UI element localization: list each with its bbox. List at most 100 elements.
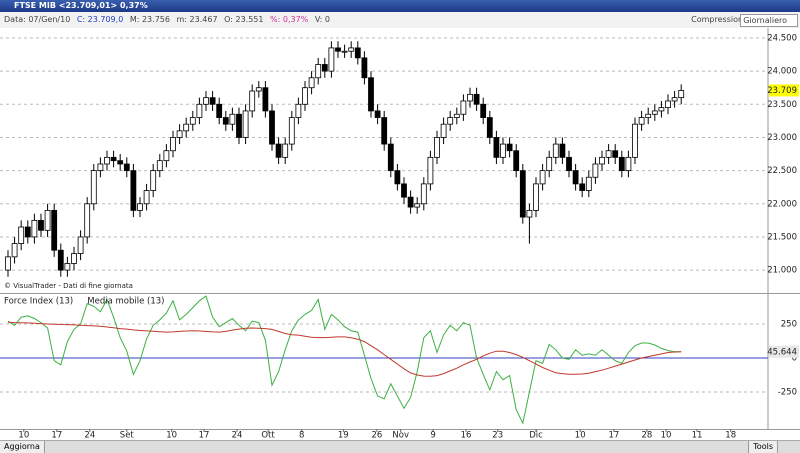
legend-entry: Force Index (13) — [4, 297, 73, 307]
x-tick-label: 8 — [299, 431, 304, 441]
plot-frame — [0, 28, 800, 440]
candle-body — [387, 143, 394, 172]
candle-body — [150, 170, 157, 191]
x-tick-label: 17 — [199, 431, 210, 441]
candle-body — [665, 100, 671, 109]
x-tick-label: 9 — [430, 431, 435, 441]
candle-body — [170, 137, 176, 152]
candle-body — [123, 163, 130, 172]
candle-body — [110, 156, 117, 162]
candle-body — [374, 110, 381, 118]
refresh-button[interactable]: Aggiorna — [0, 441, 45, 453]
candle-body — [269, 110, 275, 145]
candle-body — [5, 256, 11, 271]
chart: 21.000 21.500 22.000 22.500 23.000 23.500 24.0… — [0, 28, 800, 440]
current-value-label: 23.709 — [767, 86, 797, 96]
tools-button[interactable]: Tools — [748, 441, 778, 453]
x-tick-label: 10 — [661, 431, 672, 441]
info-date: Data: 07/Gen/10 — [4, 15, 71, 24]
candle-body — [632, 123, 638, 158]
candle-body — [526, 210, 533, 218]
y-tick-label: 0 — [792, 353, 797, 363]
info-open: O: 23.551 — [224, 15, 264, 24]
candle-body — [645, 113, 652, 118]
candle-body — [183, 123, 190, 132]
x-tick-label: 11 — [692, 431, 703, 441]
x-tick-label: 18 — [725, 431, 736, 441]
x-tick-label: Dic — [529, 431, 543, 441]
info-pct: %: 0,37% — [270, 15, 309, 24]
candle-body — [506, 143, 513, 152]
candle-body — [493, 137, 500, 158]
candle-body — [348, 47, 355, 52]
candle-body — [156, 160, 163, 172]
candle-body — [24, 226, 31, 238]
candle-body — [222, 117, 229, 125]
candle-body — [249, 90, 256, 112]
candle-body — [18, 226, 25, 244]
y-tick-label: 250 — [781, 319, 797, 329]
candle-body — [302, 87, 308, 105]
x-tick-label: 23 — [492, 431, 503, 441]
candle-body — [44, 210, 51, 231]
compression-label: Compressione — [691, 15, 748, 24]
candle-body — [229, 113, 236, 125]
candle-body — [321, 64, 328, 72]
y-tick-label: 21.000 — [767, 266, 797, 276]
candle-body — [117, 160, 124, 165]
candle-body — [434, 137, 440, 158]
y-tick-label: 23.500 — [767, 100, 797, 110]
candle-body — [480, 103, 487, 118]
x-tick-label: Nov — [392, 431, 409, 441]
window-title: FTSE MIB <23.709,01> 0,37% — [14, 1, 148, 10]
candle-body — [381, 117, 388, 145]
compression-select[interactable]: Giornaliero — [740, 14, 798, 27]
info-min: m: 23.467 — [176, 15, 218, 24]
candle-body — [31, 219, 38, 238]
info-vol: V: 0 — [314, 15, 330, 24]
x-tick-label: Ott — [261, 431, 275, 441]
x-tick-label: 26 — [372, 431, 383, 441]
y-tick-label: 22.000 — [767, 199, 797, 209]
candle-body — [585, 176, 592, 191]
candle-body — [599, 156, 605, 165]
candle-body — [414, 203, 421, 208]
candle-body — [196, 103, 203, 118]
candle-body — [440, 123, 447, 138]
candle-body — [579, 183, 586, 191]
candle-body — [77, 236, 84, 254]
series-line — [7, 321, 682, 377]
y-tick-label: 24.500 — [767, 33, 797, 43]
footer-bar: Aggiorna Tools — [0, 440, 800, 453]
x-tick-label: 17 — [608, 431, 619, 441]
y-tick-label: 24.000 — [767, 67, 797, 77]
candle-body — [288, 117, 295, 145]
candle-body — [546, 156, 553, 172]
candle-body — [447, 117, 454, 125]
candle-body — [572, 170, 579, 185]
candle-body — [137, 203, 143, 211]
candle-body — [401, 183, 407, 198]
x-tick-label: 24 — [84, 431, 95, 441]
x-tick-label: Set — [120, 431, 135, 441]
x-tick-label: 16 — [461, 431, 472, 441]
candle-body — [467, 93, 473, 102]
candle-body — [104, 156, 110, 165]
candle-body — [638, 117, 645, 125]
candle-body — [420, 183, 427, 205]
candle-body — [618, 156, 625, 172]
candle-body — [64, 263, 71, 271]
candle-body — [130, 170, 137, 211]
x-tick-label: 19 — [338, 431, 349, 441]
candle-body — [143, 190, 150, 205]
candle-body — [308, 77, 315, 89]
candle-body — [605, 150, 612, 158]
candle-body — [460, 100, 467, 115]
current-value-box — [769, 84, 799, 97]
candle-body — [519, 170, 526, 218]
candle-body — [394, 170, 401, 185]
candle-body — [341, 50, 348, 53]
candle-body — [209, 97, 216, 105]
series-line — [7, 295, 682, 425]
